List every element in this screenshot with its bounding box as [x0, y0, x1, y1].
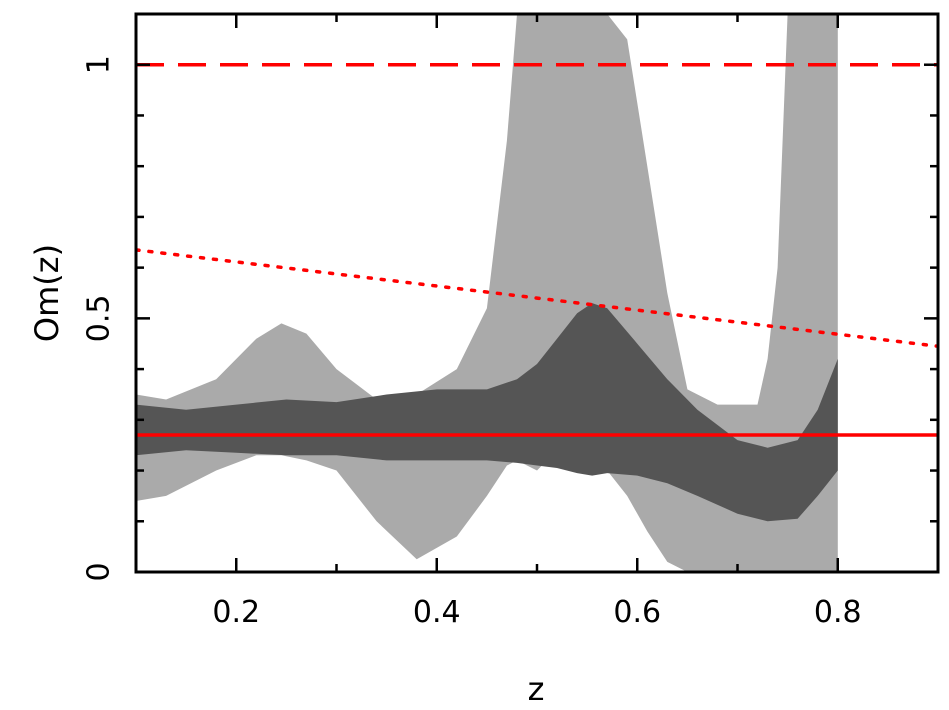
y-axis-label: Om(z)	[28, 244, 66, 342]
dotted-reference-line	[136, 248, 938, 349]
x-axis-label: z	[528, 670, 545, 708]
x-tick-label: 0.4	[413, 595, 461, 630]
x-tick-label: 0.8	[814, 595, 862, 630]
axis-ticks: 0.2 0.4 0.6 0.8 0 0.5 1	[82, 14, 940, 630]
y-tick-label: 0.5	[82, 295, 117, 343]
x-tick-label: 0.2	[212, 595, 260, 630]
confidence-bands	[136, 14, 838, 572]
y-tick-label: 1	[82, 55, 117, 74]
reference-lines	[136, 62, 938, 437]
inner-confidence-band	[136, 303, 838, 522]
y-tick-label: 0	[82, 562, 117, 581]
x-tick-label: 0.6	[613, 595, 661, 630]
